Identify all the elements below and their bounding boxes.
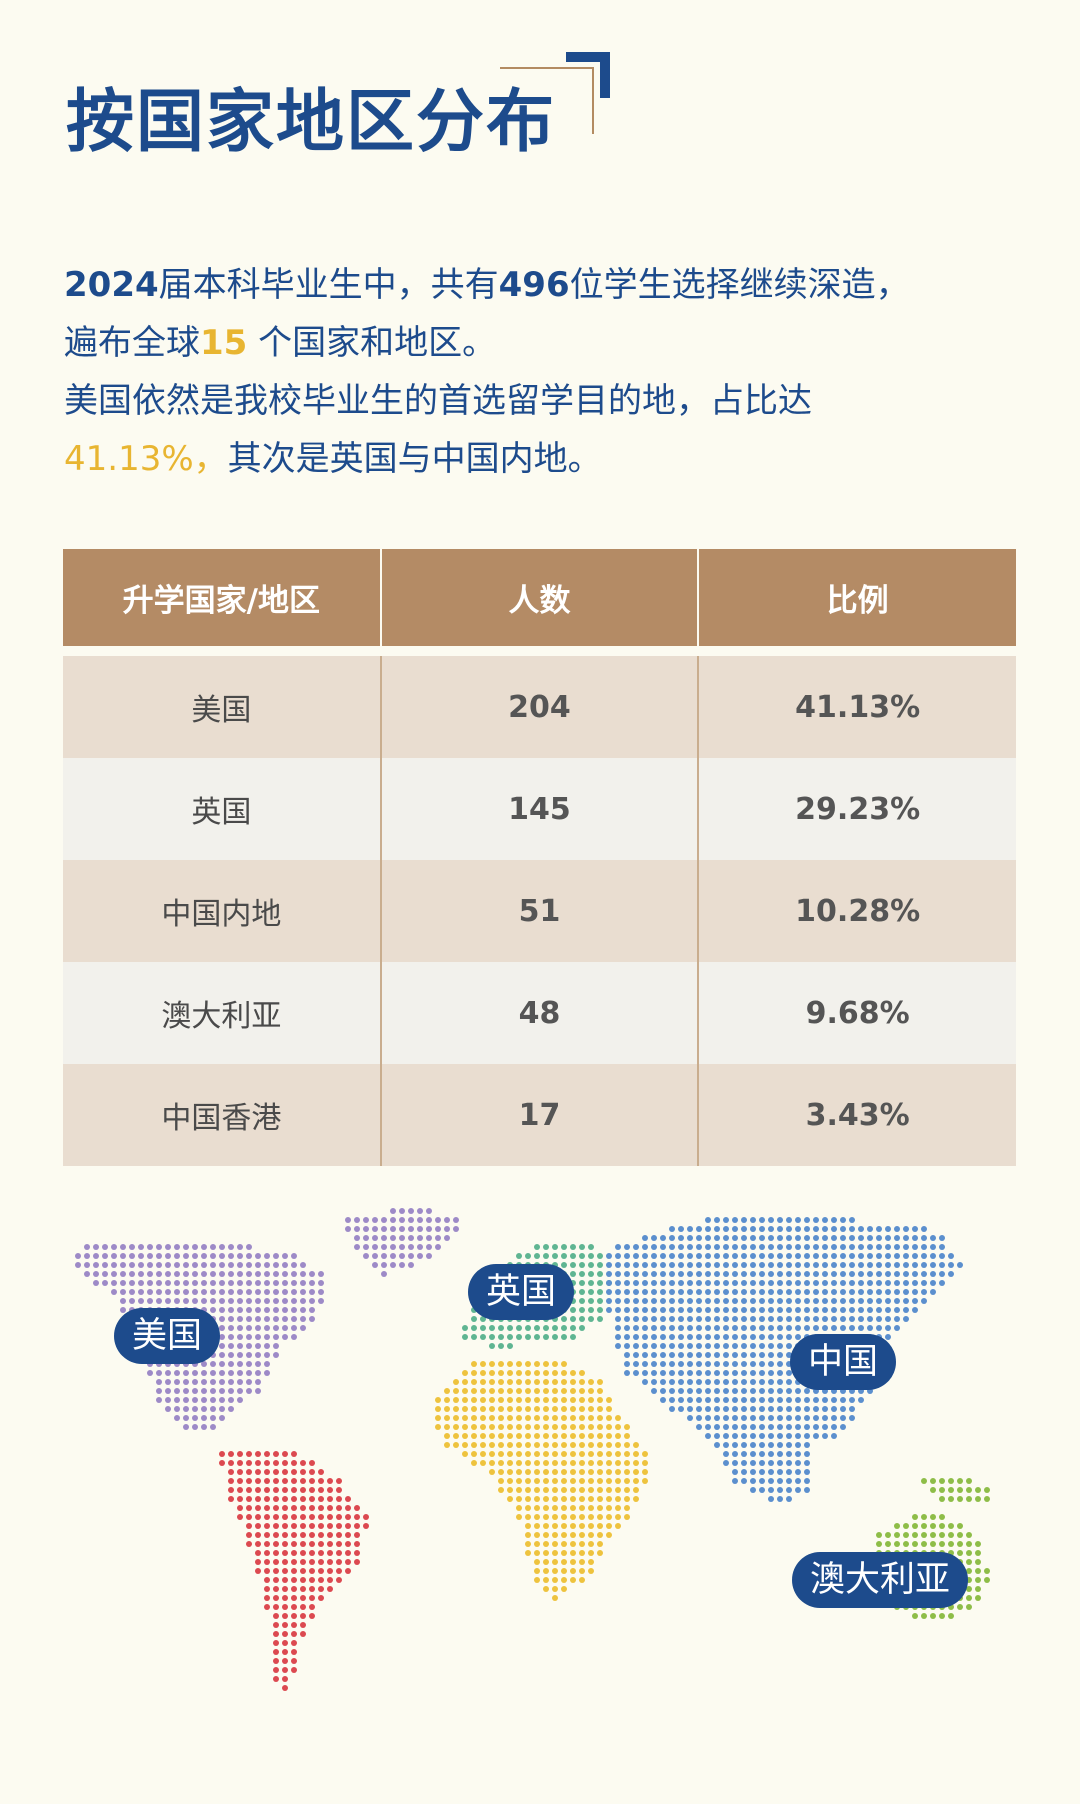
table-row: 澳大利亚 48 9.68%: [63, 962, 1016, 1064]
world-dot-map: 美国 英国 中国 澳大利亚: [0, 1190, 1080, 1710]
south-america-dots: [219, 1451, 369, 1691]
distribution-table: 升学国家/地区 人数 比例 美国 204 41.13% 英国 145 29.23…: [63, 549, 1016, 1166]
cell-region: 中国内地: [63, 860, 382, 962]
page-title: 按国家地区分布: [66, 83, 557, 162]
table-row: 英国 145 29.23%: [63, 758, 1016, 860]
map-label-usa: 美国: [114, 1308, 221, 1364]
title-corner-decoration: [500, 52, 610, 134]
table-row: 中国香港 17 3.43%: [63, 1064, 1016, 1166]
header-ratio: 比例: [698, 549, 1016, 646]
intro-line-1: 2024届本科毕业生中，共有496位学生选择继续深造，: [64, 265, 910, 305]
header-region: 升学国家/地区: [63, 549, 382, 646]
world-map-graphic: [75, 1208, 990, 1691]
cell-count: 204: [380, 656, 700, 758]
cell-ratio: 41.13%: [698, 656, 1016, 758]
table-row: 中国内地 51 10.28%: [63, 860, 1016, 962]
cell-region: 英国: [63, 758, 382, 860]
intro-line-4: 41.13%，其次是英国与中国内地。: [64, 439, 602, 479]
cell-count: 145: [380, 758, 700, 860]
cell-ratio: 3.43%: [698, 1064, 1016, 1166]
cell-count: 48: [380, 962, 700, 1064]
africa-dots: [435, 1361, 648, 1601]
cell-ratio: 9.68%: [698, 962, 1016, 1064]
intro-line-2: 遍布全球15 个国家和地区。: [64, 323, 497, 363]
cell-region: 澳大利亚: [63, 962, 382, 1064]
cell-ratio: 29.23%: [698, 758, 1016, 860]
map-label-china: 中国: [790, 1334, 897, 1390]
north-america-dots: [75, 1208, 459, 1430]
cell-region: 美国: [63, 656, 382, 758]
intro-text: 2024届本科毕业生中，共有496位学生选择继续深造， 遍布全球15 个国家和地…: [64, 256, 1024, 488]
map-label-uk: 英国: [468, 1264, 575, 1320]
cell-count: 51: [380, 860, 700, 962]
intro-line-3: 美国依然是我校毕业生的首选留学目的地，占比达: [64, 381, 812, 421]
cell-count: 17: [380, 1064, 700, 1166]
header-count: 人数: [380, 549, 700, 646]
cell-ratio: 10.28%: [698, 860, 1016, 962]
cell-region: 中国香港: [63, 1064, 382, 1166]
table-row: 美国 204 41.13%: [63, 656, 1016, 758]
asia-dots: [606, 1217, 963, 1502]
map-label-australia: 澳大利亚: [792, 1552, 969, 1608]
